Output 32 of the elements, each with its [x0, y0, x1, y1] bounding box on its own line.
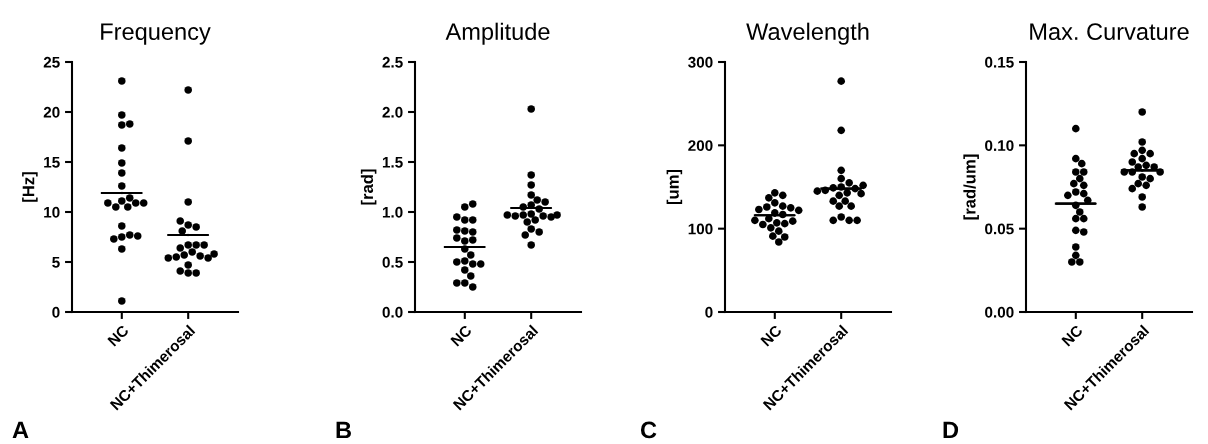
chart-title: Max. Curvature: [1030, 23, 1189, 41]
y-tick-label: 10: [44, 206, 60, 218]
y-tick-label: 0: [705, 306, 713, 318]
y-tick-label: 200: [688, 140, 713, 152]
chart-title: Amplitude: [445, 22, 550, 45]
text: B: [336, 421, 351, 439]
y-tick-label: 0.5: [382, 256, 403, 268]
text: D: [943, 421, 959, 439]
y-tick-label: 0: [52, 306, 60, 318]
y-tick-label: 0.05: [985, 223, 1014, 235]
y-tick-label: 1.5: [382, 157, 403, 168]
y-tick-label: 15: [44, 157, 60, 168]
y-axis-title: [Hz]: [22, 172, 38, 202]
y-axis-title: [um]: [666, 169, 683, 205]
y-tick-label: 1.0: [382, 206, 403, 218]
y-tick-label: 0.10: [985, 140, 1014, 152]
y-tick-label: 0.00: [985, 306, 1014, 318]
y-tick-label: 2.0: [382, 106, 403, 118]
text: C: [640, 421, 657, 439]
y-tick-label: 100: [688, 223, 713, 235]
y-tick-label: 20: [43, 106, 60, 118]
text: A: [12, 421, 29, 439]
y-tick-label: 25: [43, 56, 60, 68]
y-tick-label: 2.5: [382, 56, 403, 68]
y-axis-title: [rad]: [360, 169, 377, 205]
y-tick-label: 0.0: [382, 306, 403, 318]
y-tick-label: 5: [52, 257, 60, 268]
chart-title: Frequency: [101, 23, 211, 45]
y-tick-label: 0.15: [985, 56, 1014, 68]
y-axis-title: [rad/um]: [963, 154, 979, 220]
chart-title: Wavelength: [746, 22, 869, 45]
y-tick-label: 300: [688, 56, 713, 68]
